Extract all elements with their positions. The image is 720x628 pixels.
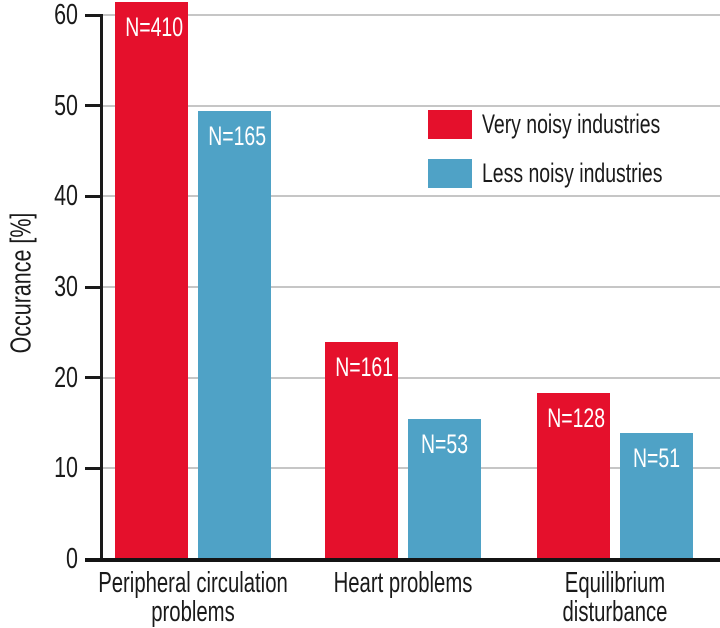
category-label-line: Heart problems <box>333 567 473 599</box>
bar-very-noisy-2: N=161 <box>325 342 398 559</box>
y-tick-label-10: 10 <box>54 452 78 484</box>
legend-item-1: Very noisy industries <box>428 110 720 139</box>
category-label-line: problems <box>151 596 235 628</box>
y-tick-label-60: 60 <box>54 0 78 31</box>
bar-value-label: N=51 <box>632 443 681 473</box>
gridline-40 <box>102 195 720 197</box>
gridline-30 <box>102 286 720 288</box>
bar-less-noisy-2: N=53 <box>408 419 481 559</box>
y-tick-label-50: 50 <box>54 90 78 122</box>
bar-value-label: N=53 <box>420 429 469 459</box>
gridline-20 <box>102 377 720 379</box>
y-tick-mark-40 <box>85 195 103 198</box>
category-label-line: Peripheral circulation <box>98 567 288 599</box>
bar-very-noisy-3: N=128 <box>537 393 610 559</box>
category-label-line: disturbance <box>562 596 668 628</box>
bar-value-label: N=128 <box>547 403 606 433</box>
legend-label: Less noisy industries <box>482 158 663 188</box>
gridline-50 <box>102 105 720 107</box>
y-tick-label-20: 20 <box>54 362 78 394</box>
category-label-line: Equilibrium <box>564 567 666 599</box>
legend-item-2: Less noisy industries <box>428 159 720 188</box>
legend-label: Very noisy industries <box>482 109 661 139</box>
y-tick-label-40: 40 <box>54 180 78 212</box>
legend-swatch-very-noisy <box>428 110 472 139</box>
y-tick-mark-10 <box>85 467 103 470</box>
y-tick-mark-50 <box>85 104 103 107</box>
bar-less-noisy-1: N=165 <box>198 111 271 559</box>
category-label-3: Equilibrium disturbance <box>510 569 720 627</box>
bar-value-label: N=165 <box>208 121 267 151</box>
gridline-60 <box>102 14 720 16</box>
y-tick-label-30: 30 <box>54 271 78 303</box>
y-tick-mark-60 <box>85 14 103 17</box>
category-label-2: Heart problems <box>298 569 508 598</box>
legend: Very noisy industries Less noisy industri… <box>428 110 720 208</box>
y-tick-mark-30 <box>85 286 103 289</box>
bar-less-noisy-3: N=51 <box>620 433 693 559</box>
bar-value-label: N=161 <box>335 352 394 382</box>
y-tick-label-0: 0 <box>66 543 78 575</box>
y-tick-mark-20 <box>85 376 103 379</box>
bar-value-label: N=410 <box>125 12 184 42</box>
category-label-1: Peripheral circulation problems <box>88 569 298 627</box>
legend-swatch-less-noisy <box>428 159 472 188</box>
y-axis-title: Occurance [%] <box>5 212 38 354</box>
x-axis-line <box>85 558 720 562</box>
bar-very-noisy-1: N=410 <box>115 2 188 559</box>
